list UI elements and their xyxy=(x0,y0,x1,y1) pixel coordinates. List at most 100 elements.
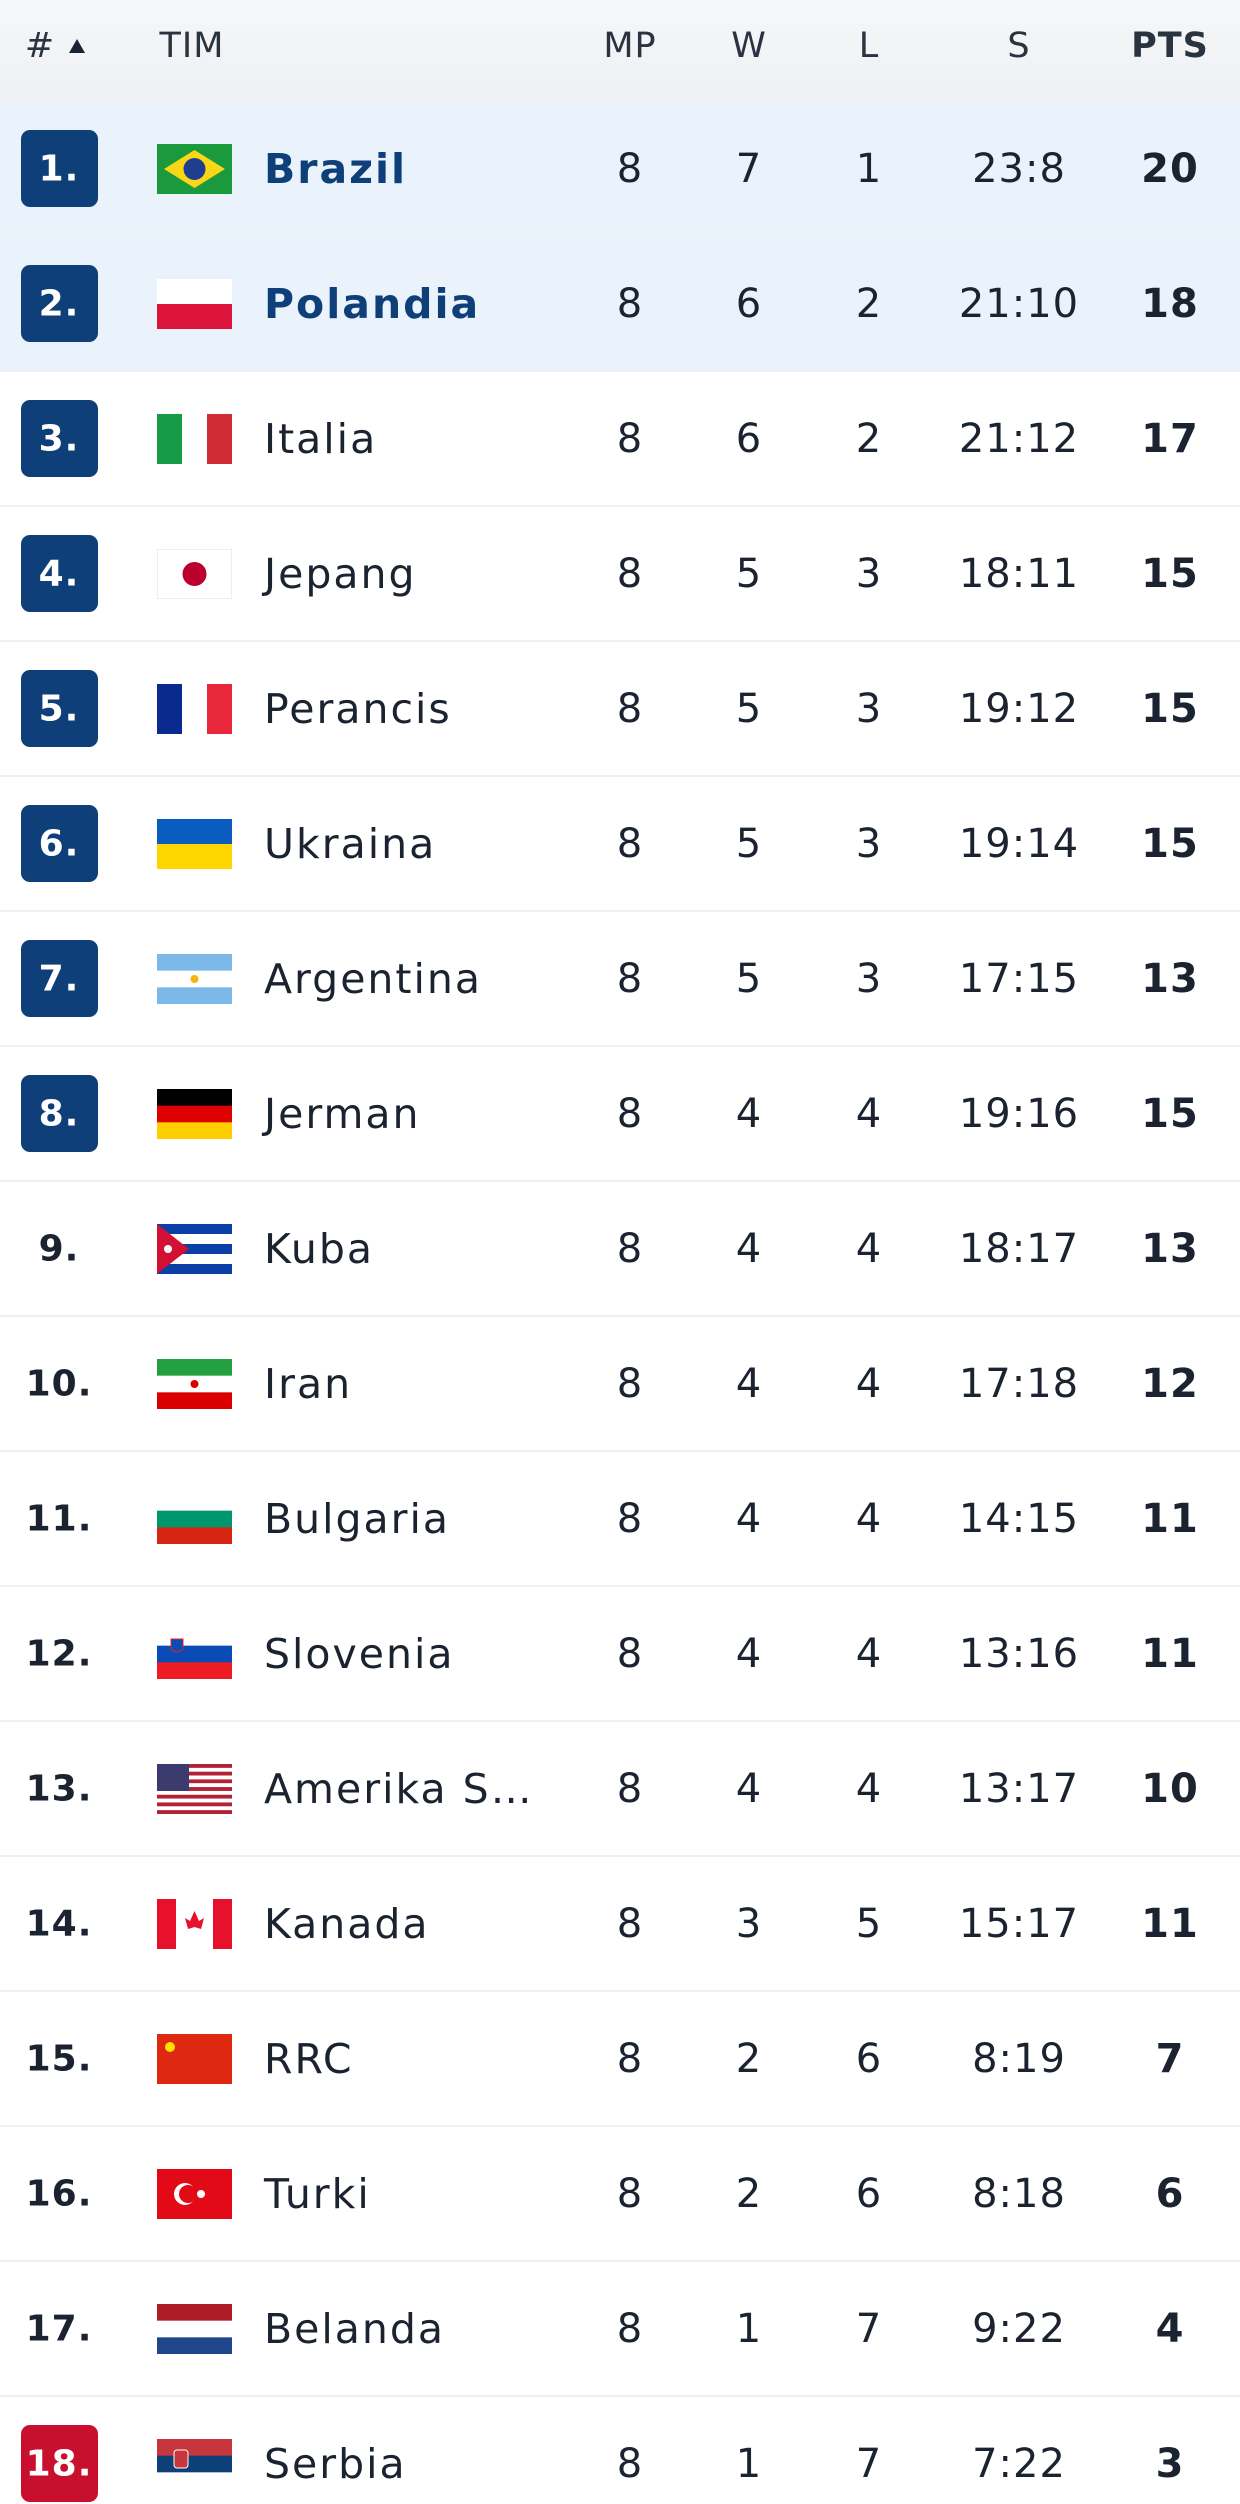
l: 3 xyxy=(855,551,883,597)
table-row: 2. Polandia 8 6 2 21:10 18 xyxy=(0,237,1240,372)
flag xyxy=(157,2439,232,2489)
team-name: Ukraina xyxy=(264,820,437,868)
rank-badge xyxy=(21,670,98,747)
rank: 16. xyxy=(25,2173,93,2215)
team-name: Italia xyxy=(264,415,378,463)
flag xyxy=(157,2304,232,2354)
rank: 9. xyxy=(38,1228,80,1270)
w: 4 xyxy=(735,1226,763,1272)
team-name: Amerika S… xyxy=(264,1765,534,1813)
team-name: Brazil xyxy=(264,145,408,193)
table-row: 7. Argentina 8 5 3 17:15 13 xyxy=(0,912,1240,1047)
rank: 7. xyxy=(38,958,80,1000)
pts: 4 xyxy=(1155,2306,1185,2352)
w: 6 xyxy=(735,416,763,462)
l: 4 xyxy=(855,1226,883,1272)
s: 13:16 xyxy=(958,1631,1080,1677)
header-pts: PTS xyxy=(1131,26,1209,66)
team-name: Polandia xyxy=(264,280,481,328)
table-row: 6. Ukraina 8 5 3 19:14 15 xyxy=(0,777,1240,912)
pts: 3 xyxy=(1155,2441,1185,2487)
rank: 13. xyxy=(25,1768,93,1810)
pts: 15 xyxy=(1141,551,1199,597)
team-name: Jerman xyxy=(264,1090,421,1138)
mp: 8 xyxy=(616,1496,644,1542)
pts: 15 xyxy=(1141,821,1199,867)
team-name: Kuba xyxy=(264,1225,374,1273)
w: 5 xyxy=(735,686,763,732)
w: 4 xyxy=(735,1766,763,1812)
w: 4 xyxy=(735,1496,763,1542)
mp: 8 xyxy=(616,1361,644,1407)
rank: 11. xyxy=(25,1498,93,1540)
l: 3 xyxy=(855,956,883,1002)
sort-arrow xyxy=(69,39,85,53)
w: 4 xyxy=(735,1631,763,1677)
l: 4 xyxy=(855,1361,883,1407)
table-row: 5. Perancis 8 5 3 19:12 15 xyxy=(0,642,1240,777)
pts: 12 xyxy=(1141,1361,1199,1407)
pts: 10 xyxy=(1141,1766,1199,1812)
l: 4 xyxy=(855,1631,883,1677)
header-rank: # xyxy=(24,26,56,66)
table-row: 9. Kuba 8 4 4 18:17 13 xyxy=(0,1182,1240,1317)
flag xyxy=(157,1359,232,1409)
mp: 8 xyxy=(616,821,644,867)
rank: 6. xyxy=(38,823,80,865)
team-name: Iran xyxy=(264,1360,353,1408)
rank: 5. xyxy=(38,688,80,730)
header-l: L xyxy=(858,26,880,66)
header-row: # TIM MP W L S PTS xyxy=(0,0,1240,102)
pts: 11 xyxy=(1141,1496,1199,1542)
mp: 8 xyxy=(616,2306,644,2352)
table-row: 8. Jerman 8 4 4 19:16 15 xyxy=(0,1047,1240,1182)
mp: 8 xyxy=(616,686,644,732)
mp: 8 xyxy=(616,146,644,192)
mp: 8 xyxy=(616,416,644,462)
team-name: Bulgaria xyxy=(264,1495,451,1543)
pts: 6 xyxy=(1155,2171,1185,2217)
table-row: 10. Iran 8 4 4 17:18 12 xyxy=(0,1317,1240,1452)
l: 7 xyxy=(855,2306,883,2352)
s: 14:15 xyxy=(958,1496,1080,1542)
s: 19:12 xyxy=(958,686,1080,732)
rank: 12. xyxy=(25,1633,93,1675)
flag xyxy=(157,2169,232,2219)
flag xyxy=(157,144,232,194)
pts: 11 xyxy=(1141,1631,1199,1677)
mp: 8 xyxy=(616,1226,644,1272)
team-name: Kanada xyxy=(264,1900,430,1948)
rank: 18. xyxy=(25,2443,93,2485)
rank: 10. xyxy=(25,1363,93,1405)
w: 4 xyxy=(735,1091,763,1137)
flag xyxy=(157,2034,232,2084)
table-row: 1. Brazil 8 7 1 23:8 20 xyxy=(0,102,1240,237)
flag xyxy=(157,954,232,1004)
w: 5 xyxy=(735,956,763,1002)
l: 6 xyxy=(855,2036,883,2082)
w: 1 xyxy=(735,2306,763,2352)
rank-badge xyxy=(21,265,98,342)
rank: 4. xyxy=(38,553,80,595)
w: 1 xyxy=(735,2441,763,2487)
pts: 11 xyxy=(1141,1901,1199,1947)
l: 4 xyxy=(855,1091,883,1137)
l: 3 xyxy=(855,686,883,732)
l: 2 xyxy=(855,281,883,327)
l: 3 xyxy=(855,821,883,867)
rank-badge xyxy=(21,1075,98,1152)
table-row: 13. Amerika S… 8 4 4 13:17 10 xyxy=(0,1722,1240,1857)
table-row: 14. Kanada 8 3 5 15:17 11 xyxy=(0,1857,1240,1992)
l: 6 xyxy=(855,2171,883,2217)
flag xyxy=(157,1629,232,1679)
w: 2 xyxy=(735,2171,763,2217)
s: 7:22 xyxy=(972,2441,1066,2487)
flag xyxy=(157,1764,232,1814)
l: 4 xyxy=(855,1496,883,1542)
flag xyxy=(157,1899,232,1949)
s: 18:11 xyxy=(958,551,1080,597)
s: 17:18 xyxy=(958,1361,1080,1407)
pts: 18 xyxy=(1141,281,1199,327)
w: 3 xyxy=(735,1901,763,1947)
flag xyxy=(157,1089,232,1139)
